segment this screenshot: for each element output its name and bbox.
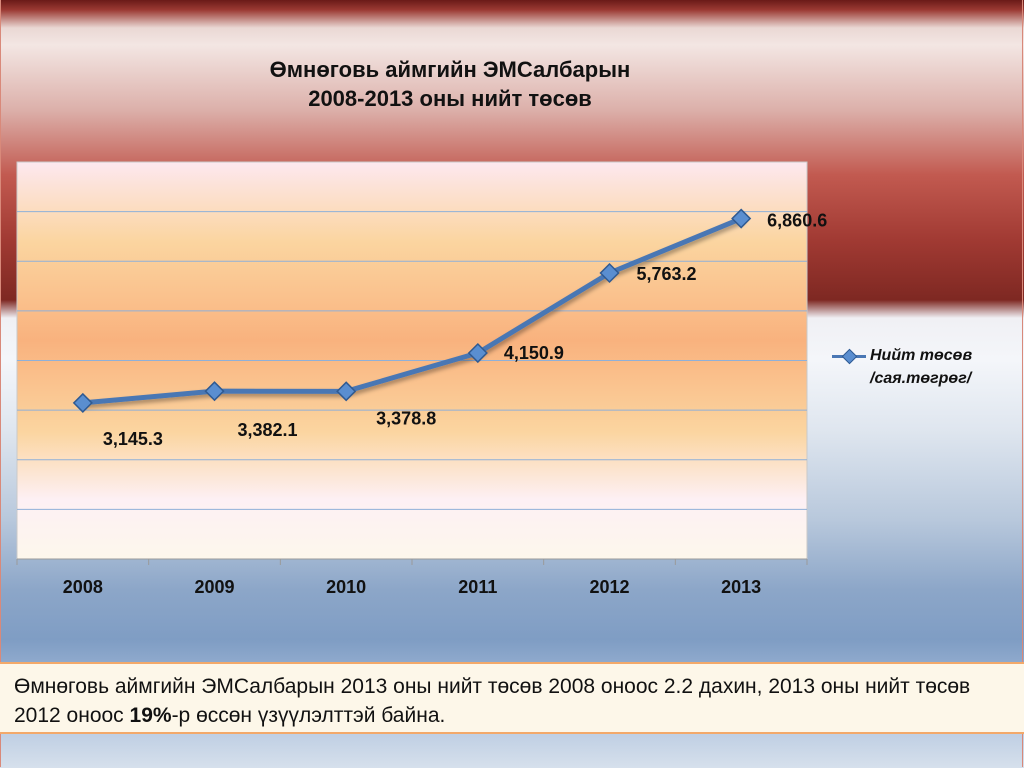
summary-text-part-1: Өмнөговь аймгийн ЭМСалбарын 2013 оны ний… <box>14 675 971 727</box>
x-tick-label-2010: 2010 <box>326 577 366 597</box>
legend: Нийт төсөв /сая.төгрөг/ <box>832 344 1022 390</box>
x-axis-labels: 2008 2009 2010 2011 2012 2013 <box>63 577 761 597</box>
x-tick-label-2013: 2013 <box>721 577 761 597</box>
x-tick-label-2012: 2012 <box>589 577 629 597</box>
legend-label-line-1: Нийт төсөв <box>870 347 973 364</box>
data-label-2013: 6,860.6 <box>767 211 827 231</box>
legend-swatch <box>832 348 866 364</box>
x-tick-label-2008: 2008 <box>63 577 103 597</box>
data-label-2009: 3,382.1 <box>238 420 298 440</box>
data-point-2010 <box>336 381 357 402</box>
data-point-2011 <box>467 342 488 364</box>
chart-title-line-1: Өмнөговь аймгийн ЭМСалбарын <box>269 57 631 82</box>
line-chart: 2008 2009 2010 2011 2012 2013 3,145.3 3,382.13… <box>16 161 827 597</box>
legend-label-line-2: /сая.төгрөг/ <box>870 370 972 387</box>
series-line-niit-tosov <box>80 216 744 406</box>
x-tick-label-2011: 2011 <box>458 577 497 597</box>
data-label-2011: 4,150.9 <box>504 343 564 363</box>
summary-text-bold: 19% <box>129 704 172 727</box>
gridlines <box>17 211 807 510</box>
data-label-2012: 5,763.2 <box>637 264 697 284</box>
data-point-2009 <box>204 381 225 402</box>
series-markers <box>72 208 752 413</box>
x-axis-ticks <box>16 559 808 565</box>
chart-title-line-2: 2008-2013 оны нийт төсөв <box>308 86 592 111</box>
summary-text-box: Өмнөговь аймгийн ЭМСалбарын 2013 оны ний… <box>0 662 1024 734</box>
data-point-2013 <box>731 208 752 229</box>
summary-text-part-2: -р өссөн үзүүлэлттэй байна. <box>171 704 446 727</box>
data-point-2008 <box>72 392 93 413</box>
data-point-2012 <box>599 262 620 284</box>
data-label-2008: 3,145.3 <box>103 429 163 449</box>
x-tick-label-2009: 2009 <box>194 577 234 597</box>
chart-title: Өмнөговь аймгийн ЭМСалбарын 2008-2013 он… <box>150 55 750 113</box>
data-label-2010: 3,378.8 <box>376 408 436 428</box>
data-labels: 3,145.3 3,382.1 3,378.8 4,150.9 5,763.2 6,860… <box>103 211 827 449</box>
